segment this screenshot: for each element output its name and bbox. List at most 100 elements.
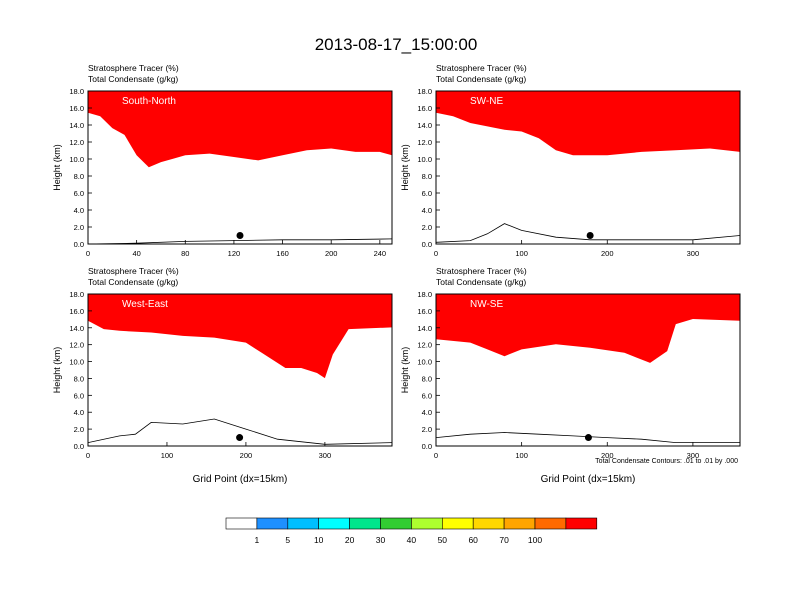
panel-subtitle-tracer: Stratosphere Tracer (%) [436,63,527,73]
colorbar-swatch [441,517,474,530]
y-tick-label: 6.0 [422,391,432,400]
y-tick-label: 6.0 [422,189,432,198]
panel-subtitle-tracer: Stratosphere Tracer (%) [436,266,527,276]
colorbar-label: 10 [314,535,324,545]
panel-subtitle-condensate: Total Condensate (g/kg) [436,277,526,287]
x-tick-label: 200 [325,249,338,258]
panel-label: SW-NE [470,96,503,107]
y-tick-label: 10.0 [417,155,432,164]
y-tick-label: 2.0 [422,223,432,232]
colorbar-swatch [565,517,598,530]
panel-frame [435,90,741,245]
colorbar-label: 5 [285,535,290,545]
x-axis-label: Grid Point (dx=15km) [541,474,636,485]
y-tick-label: 12.0 [417,138,432,147]
location-marker [236,434,244,442]
y-axis-label: Height (km) [52,144,62,191]
panel-plot-area [436,91,740,244]
y-tick-label: 0.0 [74,240,84,249]
x-tick-label: 200 [601,249,614,258]
colorbar-label: 20 [345,535,355,545]
colorbar-label: 50 [438,535,448,545]
colorbar-label: 100 [528,535,542,545]
y-tick-label: 16.0 [417,104,432,113]
y-tick-label: 4.0 [74,206,84,215]
x-tick-label: 100 [161,451,174,460]
colorbar-swatch [472,517,505,530]
y-tick-label: 18.0 [417,87,432,96]
y-tick-label: 10.0 [417,358,432,367]
panel-plot-area [436,294,740,446]
panel-west-east: West-East Stratosphere Tracer (%)Total Co… [52,266,393,485]
colorbar-swatch [318,517,350,530]
tracer-band-max [436,91,740,136]
panel-frame [87,293,393,447]
y-tick-label: 12.0 [69,138,84,147]
x-tick-label: 0 [86,249,90,258]
y-axis-label: Height (km) [400,144,410,191]
tracer-band-max [436,294,740,343]
y-tick-label: 14.0 [69,121,84,130]
tracer-band-max [88,91,392,148]
condensate-contour [436,223,740,243]
y-tick-label: 8.0 [74,374,84,383]
panel-subtitle-condensate: Total Condensate (g/kg) [436,74,526,84]
y-tick-label: 0.0 [422,240,432,249]
location-marker [236,232,244,239]
x-tick-label: 0 [434,249,438,258]
figure-title: 2013-08-17_15:00:00 [315,35,478,54]
panel-nw-se: NW-SE Stratosphere Tracer (%)Total Conden… [400,266,741,485]
condensate-contour [88,418,392,445]
y-tick-label: 0.0 [74,442,84,451]
colorbar-swatch [411,517,443,530]
y-tick-label: 2.0 [74,425,84,434]
colorbar-swatch [256,517,289,530]
y-tick-label: 2.0 [74,223,84,232]
y-tick-label: 16.0 [69,307,84,316]
x-tick-label: 100 [515,249,528,258]
colorbar-label: 30 [376,535,386,545]
panel-sw-ne: SW-NE Stratosphere Tracer (%)Total Conden… [400,63,741,258]
colorbar-swatch [503,517,536,530]
colorbar: 1 5 10 20 30 40 50 60 70 100 [225,517,598,545]
panel-frame [435,293,741,447]
panel-subtitle-condensate: Total Condensate (g/kg) [88,277,178,287]
panel-label: South-North [122,96,176,107]
y-tick-label: 10.0 [69,358,84,367]
colorbar-label: 1 [255,535,260,545]
y-tick-label: 14.0 [69,324,84,333]
y-tick-label: 6.0 [74,391,84,400]
y-tick-label: 14.0 [417,324,432,333]
y-tick-label: 2.0 [422,425,432,434]
colorbar-label: 70 [499,535,509,545]
location-marker [586,232,594,239]
x-tick-label: 40 [132,249,140,258]
panel-plot-area [88,91,392,244]
y-tick-label: 12.0 [417,341,432,350]
x-tick-label: 200 [240,451,253,460]
y-axis-label: Height (km) [52,347,62,394]
x-tick-label: 300 [687,249,700,258]
y-tick-label: 4.0 [422,206,432,215]
panel-south-north: South-North Stratosphere Tracer (%)Total … [52,63,393,258]
x-tick-label: 300 [687,451,700,460]
y-tick-label: 8.0 [422,172,432,181]
x-tick-label: 300 [319,451,332,460]
x-tick-label: 100 [515,451,528,460]
y-tick-label: 18.0 [417,290,432,299]
panel-subtitle-condensate: Total Condensate (g/kg) [88,74,178,84]
y-tick-label: 8.0 [422,374,432,383]
y-tick-label: 4.0 [74,408,84,417]
panel-label: NW-SE [470,299,503,310]
location-marker [584,434,592,442]
y-tick-label: 12.0 [69,341,84,350]
panel-frame [87,90,393,245]
tracer-band-max [88,294,392,359]
colorbar-swatch [225,517,258,530]
panel-subtitle-tracer: Stratosphere Tracer (%) [88,266,179,276]
y-tick-label: 4.0 [422,408,432,417]
x-tick-label: 240 [374,249,387,258]
y-tick-label: 18.0 [69,87,84,96]
colorbar-swatch [287,517,319,530]
